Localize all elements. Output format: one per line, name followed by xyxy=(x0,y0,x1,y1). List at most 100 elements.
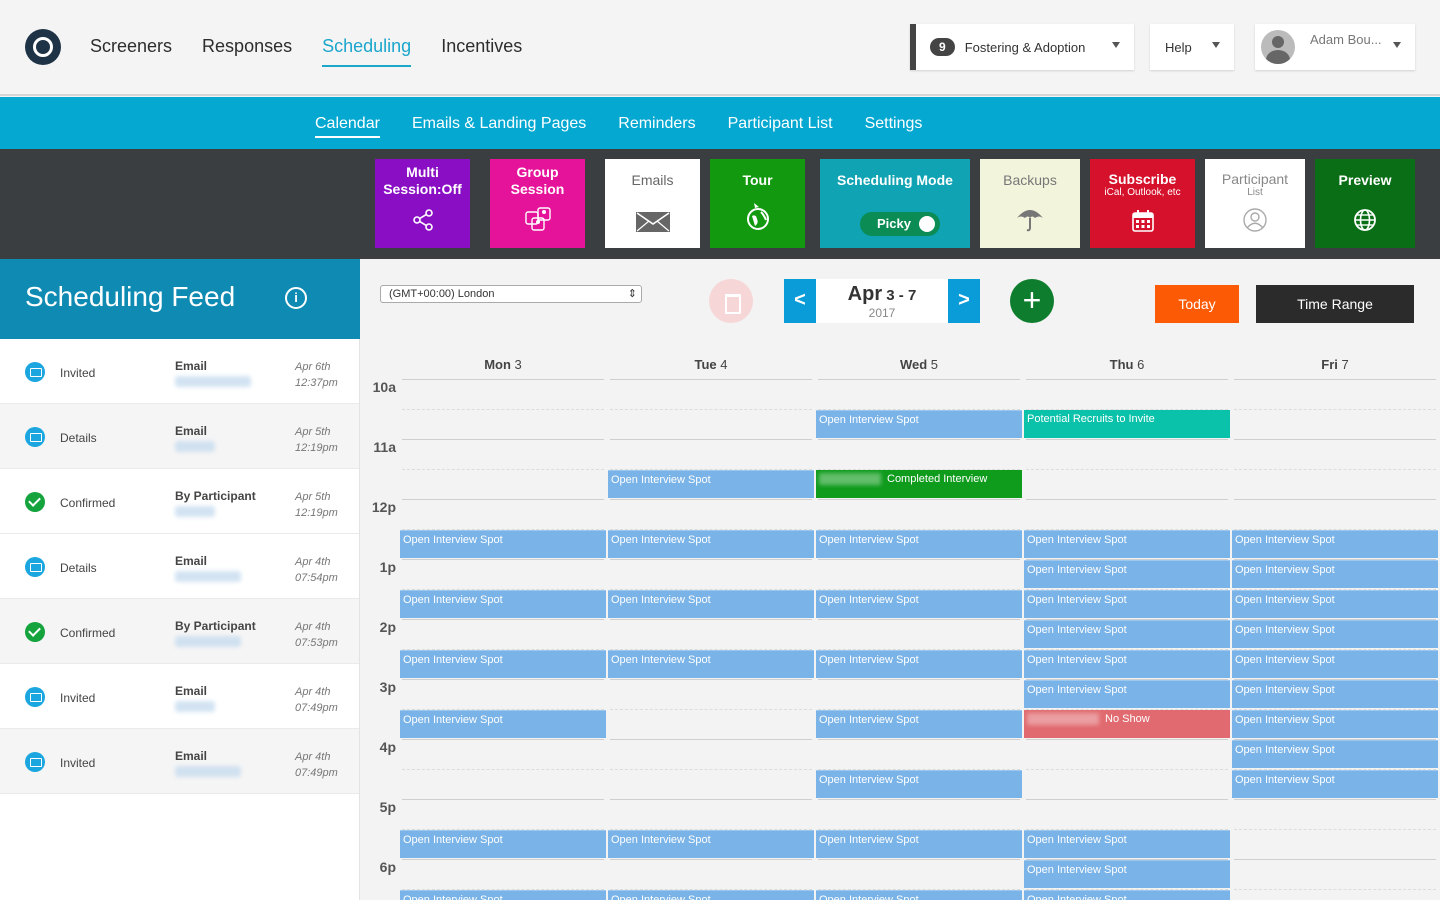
help-menu[interactable]: Help xyxy=(1150,24,1234,70)
calendar-event[interactable]: Open Interview Spot xyxy=(816,410,1022,438)
calendar-event[interactable]: Completed Interview xyxy=(816,470,1022,498)
calendar-event[interactable]: Open Interview Spot xyxy=(816,650,1022,678)
half-hour-gridline xyxy=(818,829,1020,830)
calendar-event[interactable]: Open Interview Spot xyxy=(1024,530,1230,558)
event-label: Open Interview Spot xyxy=(819,534,919,546)
scheduling-mode-tile[interactable]: Scheduling Mode Picky xyxy=(820,159,970,248)
subnav-calendar[interactable]: Calendar xyxy=(315,115,380,138)
preview-tile[interactable]: Preview xyxy=(1315,159,1415,248)
calendar-event[interactable]: Potential Recruits to Invite xyxy=(1024,410,1230,438)
feed-row[interactable]: Details Email Apr 4th 07:54pm xyxy=(0,534,359,599)
calendar-event[interactable]: Open Interview Spot xyxy=(816,590,1022,618)
participant-list-tile[interactable]: Participant List xyxy=(1205,159,1305,248)
multi-session-tile[interactable]: Multi Session:Off xyxy=(375,159,470,248)
calendar-event[interactable]: Open Interview Spot xyxy=(1232,530,1438,558)
prev-week-button[interactable]: < xyxy=(784,279,816,323)
calendar-event[interactable]: Open Interview Spot xyxy=(816,710,1022,738)
calendar-event[interactable]: Open Interview Spot xyxy=(608,530,814,558)
calendar-event[interactable]: Open Interview Spot xyxy=(816,530,1022,558)
calendar-event[interactable]: Open Interview Spot xyxy=(1024,590,1230,618)
group-session-tile[interactable]: Group Session xyxy=(490,159,585,248)
week-calendar: (GMT+00:00) London < Apr 3 - 7 2017 > + … xyxy=(360,259,1440,900)
subnav-reminders[interactable]: Reminders xyxy=(618,115,696,132)
calendar-event[interactable]: Open Interview Spot xyxy=(608,830,814,858)
calendar-event[interactable]: Open Interview Spot xyxy=(1232,680,1438,708)
umbrella-icon xyxy=(980,206,1080,238)
delete-button[interactable] xyxy=(709,279,753,323)
user-menu[interactable]: Adam Bou... xyxy=(1255,24,1415,70)
calendar-event[interactable]: Open Interview Spot xyxy=(1024,860,1230,888)
calendar-event[interactable]: Open Interview Spot xyxy=(400,890,606,900)
event-label: Open Interview Spot xyxy=(1235,774,1335,786)
half-hour-gridline xyxy=(1026,649,1228,650)
feed-row[interactable]: Invited Email Apr 6th 12:37pm xyxy=(0,339,359,404)
calendar-event[interactable]: No Show xyxy=(1024,710,1230,738)
calendar-event[interactable]: Open Interview Spot xyxy=(608,470,814,498)
subnav-settings[interactable]: Settings xyxy=(864,115,923,132)
calendar-event[interactable]: Open Interview Spot xyxy=(816,830,1022,858)
email-icon xyxy=(25,362,45,382)
calendar-event[interactable]: Open Interview Spot xyxy=(400,530,606,558)
feed-row[interactable]: Confirmed By Participant Apr 4th 07:53pm xyxy=(0,599,359,664)
calendar-event[interactable]: Open Interview Spot xyxy=(1232,710,1438,738)
tour-label: Tour xyxy=(742,172,773,188)
calendar-event[interactable]: Open Interview Spot xyxy=(400,830,606,858)
feed-row[interactable]: Confirmed By Participant Apr 5th 12:19pm xyxy=(0,469,359,534)
event-label: Open Interview Spot xyxy=(819,654,919,666)
emails-tile[interactable]: Emails xyxy=(605,159,700,248)
feed-row[interactable]: Invited Email Apr 4th 07:49pm xyxy=(0,729,359,794)
hour-gridline xyxy=(818,859,1020,860)
calendar-event[interactable]: Open Interview Spot xyxy=(608,650,814,678)
calendar-event[interactable]: Open Interview Spot xyxy=(1024,650,1230,678)
half-hour-gridline xyxy=(1234,469,1436,470)
feed-status: Details xyxy=(60,561,97,575)
feed-type: Email xyxy=(175,554,208,568)
calendar-event[interactable]: Open Interview Spot xyxy=(1232,590,1438,618)
app-logo[interactable] xyxy=(25,29,61,65)
nav-incentives[interactable]: Incentives xyxy=(441,36,523,56)
calendar-event[interactable]: Open Interview Spot xyxy=(1232,560,1438,588)
picky-toggle[interactable]: Picky xyxy=(860,212,940,236)
calendar-event[interactable]: Open Interview Spot xyxy=(1232,650,1438,678)
calendar-event[interactable]: Open Interview Spot xyxy=(1024,560,1230,588)
nav-responses[interactable]: Responses xyxy=(202,36,293,56)
calendar-event[interactable]: Open Interview Spot xyxy=(1024,680,1230,708)
tour-tile[interactable]: Tour xyxy=(710,159,805,248)
feed-row[interactable]: Details Email Apr 5th 12:19pm xyxy=(0,404,359,469)
event-label: Open Interview Spot xyxy=(1235,624,1335,636)
feed-row[interactable]: Invited Email Apr 4th 07:49pm xyxy=(0,664,359,729)
calendar-event[interactable]: Open Interview Spot xyxy=(1024,890,1230,900)
calendar-event[interactable]: Open Interview Spot xyxy=(1024,830,1230,858)
calendar-event[interactable]: Open Interview Spot xyxy=(816,890,1022,900)
next-week-button[interactable]: > xyxy=(948,279,980,323)
add-slot-button[interactable]: + xyxy=(1010,279,1054,323)
subnav-emails-landing[interactable]: Emails & Landing Pages xyxy=(411,115,587,132)
project-selector[interactable]: 9 Fostering & Adoption xyxy=(910,24,1134,70)
today-button[interactable]: Today xyxy=(1155,285,1239,323)
calendar-event[interactable]: Open Interview Spot xyxy=(1232,740,1438,768)
calendar-event[interactable]: Open Interview Spot xyxy=(400,650,606,678)
half-hour-gridline xyxy=(610,709,812,710)
calendar-event[interactable]: Open Interview Spot xyxy=(608,890,814,900)
calendar-event[interactable]: Open Interview Spot xyxy=(400,710,606,738)
info-icon[interactable]: i xyxy=(285,287,307,309)
calendar-event[interactable]: Open Interview Spot xyxy=(1024,620,1230,648)
backups-tile[interactable]: Backups xyxy=(980,159,1080,248)
hour-gridline xyxy=(610,559,812,560)
backups-label: Backups xyxy=(1003,172,1057,188)
calendar-event[interactable]: Open Interview Spot xyxy=(608,590,814,618)
time-range-button[interactable]: Time Range xyxy=(1256,285,1414,323)
timezone-select[interactable]: (GMT+00:00) London xyxy=(380,285,642,303)
subnav-participant-list[interactable]: Participant List xyxy=(727,115,833,132)
hour-gridline xyxy=(1234,739,1436,740)
nav-screeners[interactable]: Screeners xyxy=(90,36,173,56)
calendar-event[interactable]: Open Interview Spot xyxy=(1232,620,1438,648)
subscribe-tile[interactable]: Subscribe iCal, Outlook, etc xyxy=(1090,159,1195,248)
blurred-participant-name xyxy=(175,571,241,582)
half-hour-gridline xyxy=(1026,889,1228,890)
day-header-fri: Fri 7 xyxy=(1321,357,1349,372)
nav-scheduling[interactable]: Scheduling xyxy=(322,36,412,67)
calendar-event[interactable]: Open Interview Spot xyxy=(1232,770,1438,798)
calendar-event[interactable]: Open Interview Spot xyxy=(400,590,606,618)
calendar-event[interactable]: Open Interview Spot xyxy=(816,770,1022,798)
